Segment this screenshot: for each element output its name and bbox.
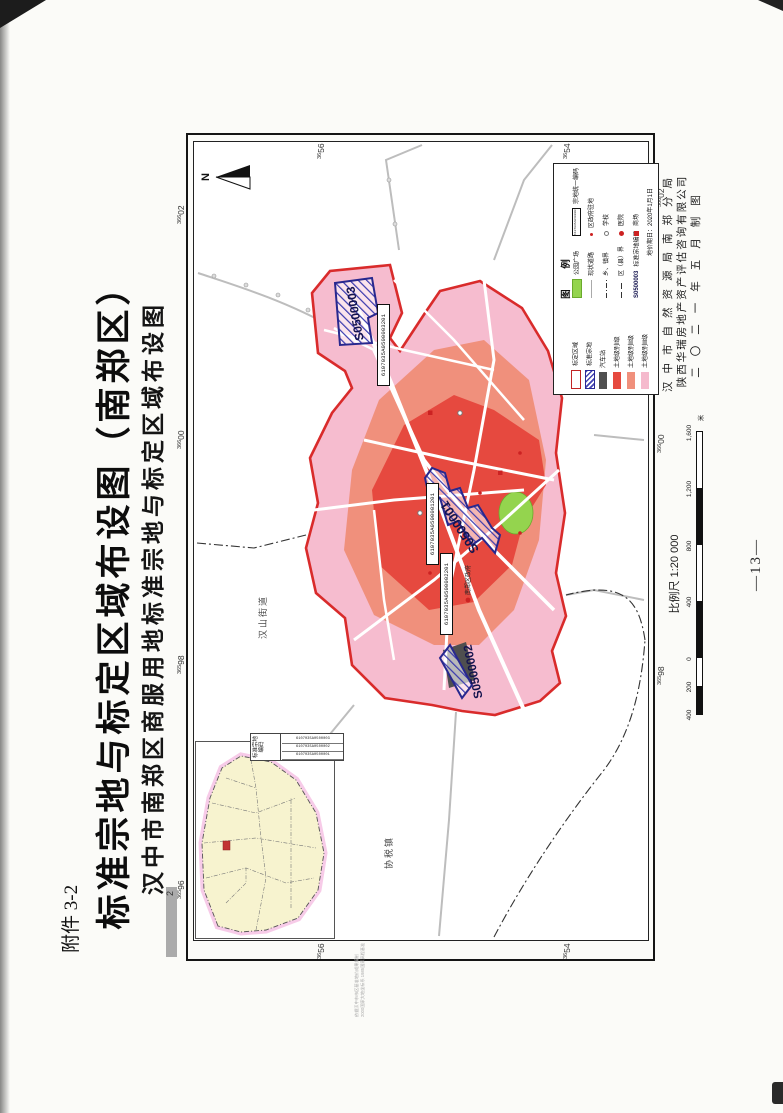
page-number: —13— [748,538,764,591]
legend-label: 区（县）界 [619,245,625,276]
grid-label-left: 3654 [562,943,572,959]
credit-agency: 汉中市自然资源局南郑分局 [662,170,674,392]
level1-box-swatch [613,372,622,389]
legend-label: 标准宗地 [587,341,594,366]
scale-tick: 200 [686,681,693,693]
legend-label: 标定区域 [573,341,580,366]
grid-label-top: 36598 [176,655,186,674]
legend-label: 标准宗地编号 [634,230,641,267]
legend-label: 学校 [604,213,610,226]
small-red-dot-icon [589,233,593,236]
north-arrow-label: N [200,173,212,181]
grid-label-top: 36600 [176,430,186,449]
main-map-canvas [196,144,646,938]
grid-label-top: 36596 [176,880,186,899]
level2-box-swatch [627,372,636,389]
credit-date: 二〇二一年五月制图 [690,184,702,378]
legend-box: 图 例 标定区域 标准宗地 汽车站 土地级别Ⅰ级 土地级别Ⅱ级 土地级别Ⅲ级 公… [553,163,659,395]
dark-gray-box-swatch [599,372,608,389]
scale-tick: 400 [686,709,693,721]
poi-markers [417,410,522,603]
inset-location-map [195,741,335,939]
legend-label: 现状道路 [589,251,595,276]
legend-title: 图 例 [561,250,572,299]
source-note-line1: 依据汉中市市区基准地价成果编制 [354,954,359,1017]
scale-tick: 400 [686,596,693,608]
place-label-government: 南郑区政府 [466,564,472,595]
page-subtitle: 汉中市南郑区商服用地标准宗地与标定区域布设图 [140,301,166,895]
grid-label-bottom: 36600 [656,434,666,453]
code-bar-swatch: 6107035A0500003201 [572,208,581,236]
scale-unit: 米 [698,414,705,422]
place-label-hanshan: 汉山街道 [258,594,268,639]
scan-mark-topright [758,0,783,11]
scan-shadow-left [0,0,10,1113]
scale-bar [696,431,703,715]
grid-label-bottom: 36598 [656,666,666,685]
credit-company: 陕西华瑞房地产资产评估咨询有限公司 [676,174,688,388]
inset-parcel-table: 标准宗地编码 6107035A0500001 6107035A0500002 6… [250,733,344,761]
grid-label-top: 36602 [176,205,186,224]
price-date-note: 地价期日：2020年1月1日 [648,187,654,256]
inset-canvas [198,752,328,936]
legend-label: 汽车站 [601,349,607,368]
parcel-code-s0500002: 6107035A0500002201 [440,553,453,635]
scale-tick: 800 [686,540,693,552]
township-boundary-line [196,534,646,938]
legend-label: 土地级别Ⅰ级 [615,336,621,368]
inset-table-row: 6107035A0500003 [282,735,343,744]
legend-label: 医院 [619,213,625,226]
red-outline-box-swatch [571,370,581,389]
legend-label: 公园广场 [574,250,581,275]
parcel-id-sample: S0500003 [634,270,640,298]
parcel-code-s0500001: 6107035A0500001201 [426,483,439,565]
level3-box-swatch [641,372,650,389]
road-line-swatch [590,280,592,298]
inset-table-row: 6107035A0500001 [282,751,343,760]
school-circle-icon [603,231,609,236]
page-title: 标准宗地与标定区域布设图（南郑区） [95,266,134,930]
legend-label: 宗地统一编码 [574,167,581,204]
scale-label: 比例尺 1:20 000 [669,534,681,614]
scale-tick: 1,200 [686,480,693,498]
legend-label: 乡、镇界 [604,251,610,276]
inset-table-header: 标准宗地编码 [251,734,281,760]
scale-tick: 0 [686,657,693,661]
hospital-dot-icon [618,231,624,236]
parcel-code-s0500003: 6107035A0500003201 [377,304,390,386]
source-note: 依据汉中市市区基准地价成果编制 2000国家大地坐标系 1985国家高程基准 [354,942,366,1017]
fold-tab: 2 [165,887,177,957]
attachment-label: 附件 3-2 [61,884,82,953]
north-arrow-icon [215,165,251,190]
legend-label: 区政府驻地 [589,197,595,228]
legend-label: 土地级别Ⅲ级 [643,333,649,368]
north-arrow: N [200,157,259,197]
dash-dot-line-swatch [605,280,608,298]
grid-label-left: 3656 [316,943,326,959]
standard-parcels [333,276,502,700]
dash-line-swatch [620,280,623,298]
source-note-line2: 2000国家大地坐标系 1985国家高程基准 [359,942,365,1017]
blue-hatch-box-swatch [585,370,595,389]
scale-tick: 1,600 [686,424,693,442]
park-box-swatch [572,279,582,298]
legend-label: 土地级别Ⅱ级 [629,335,635,368]
fold-tab-label: 2 [165,891,175,897]
mall-square-icon [633,231,639,236]
scan-mark-bottomright [772,1082,783,1104]
legend-label: 商场 [634,213,640,226]
place-label-xieshui: 协税镇 [384,835,394,869]
inset-table-row: 6107035A0500002 [282,743,343,752]
